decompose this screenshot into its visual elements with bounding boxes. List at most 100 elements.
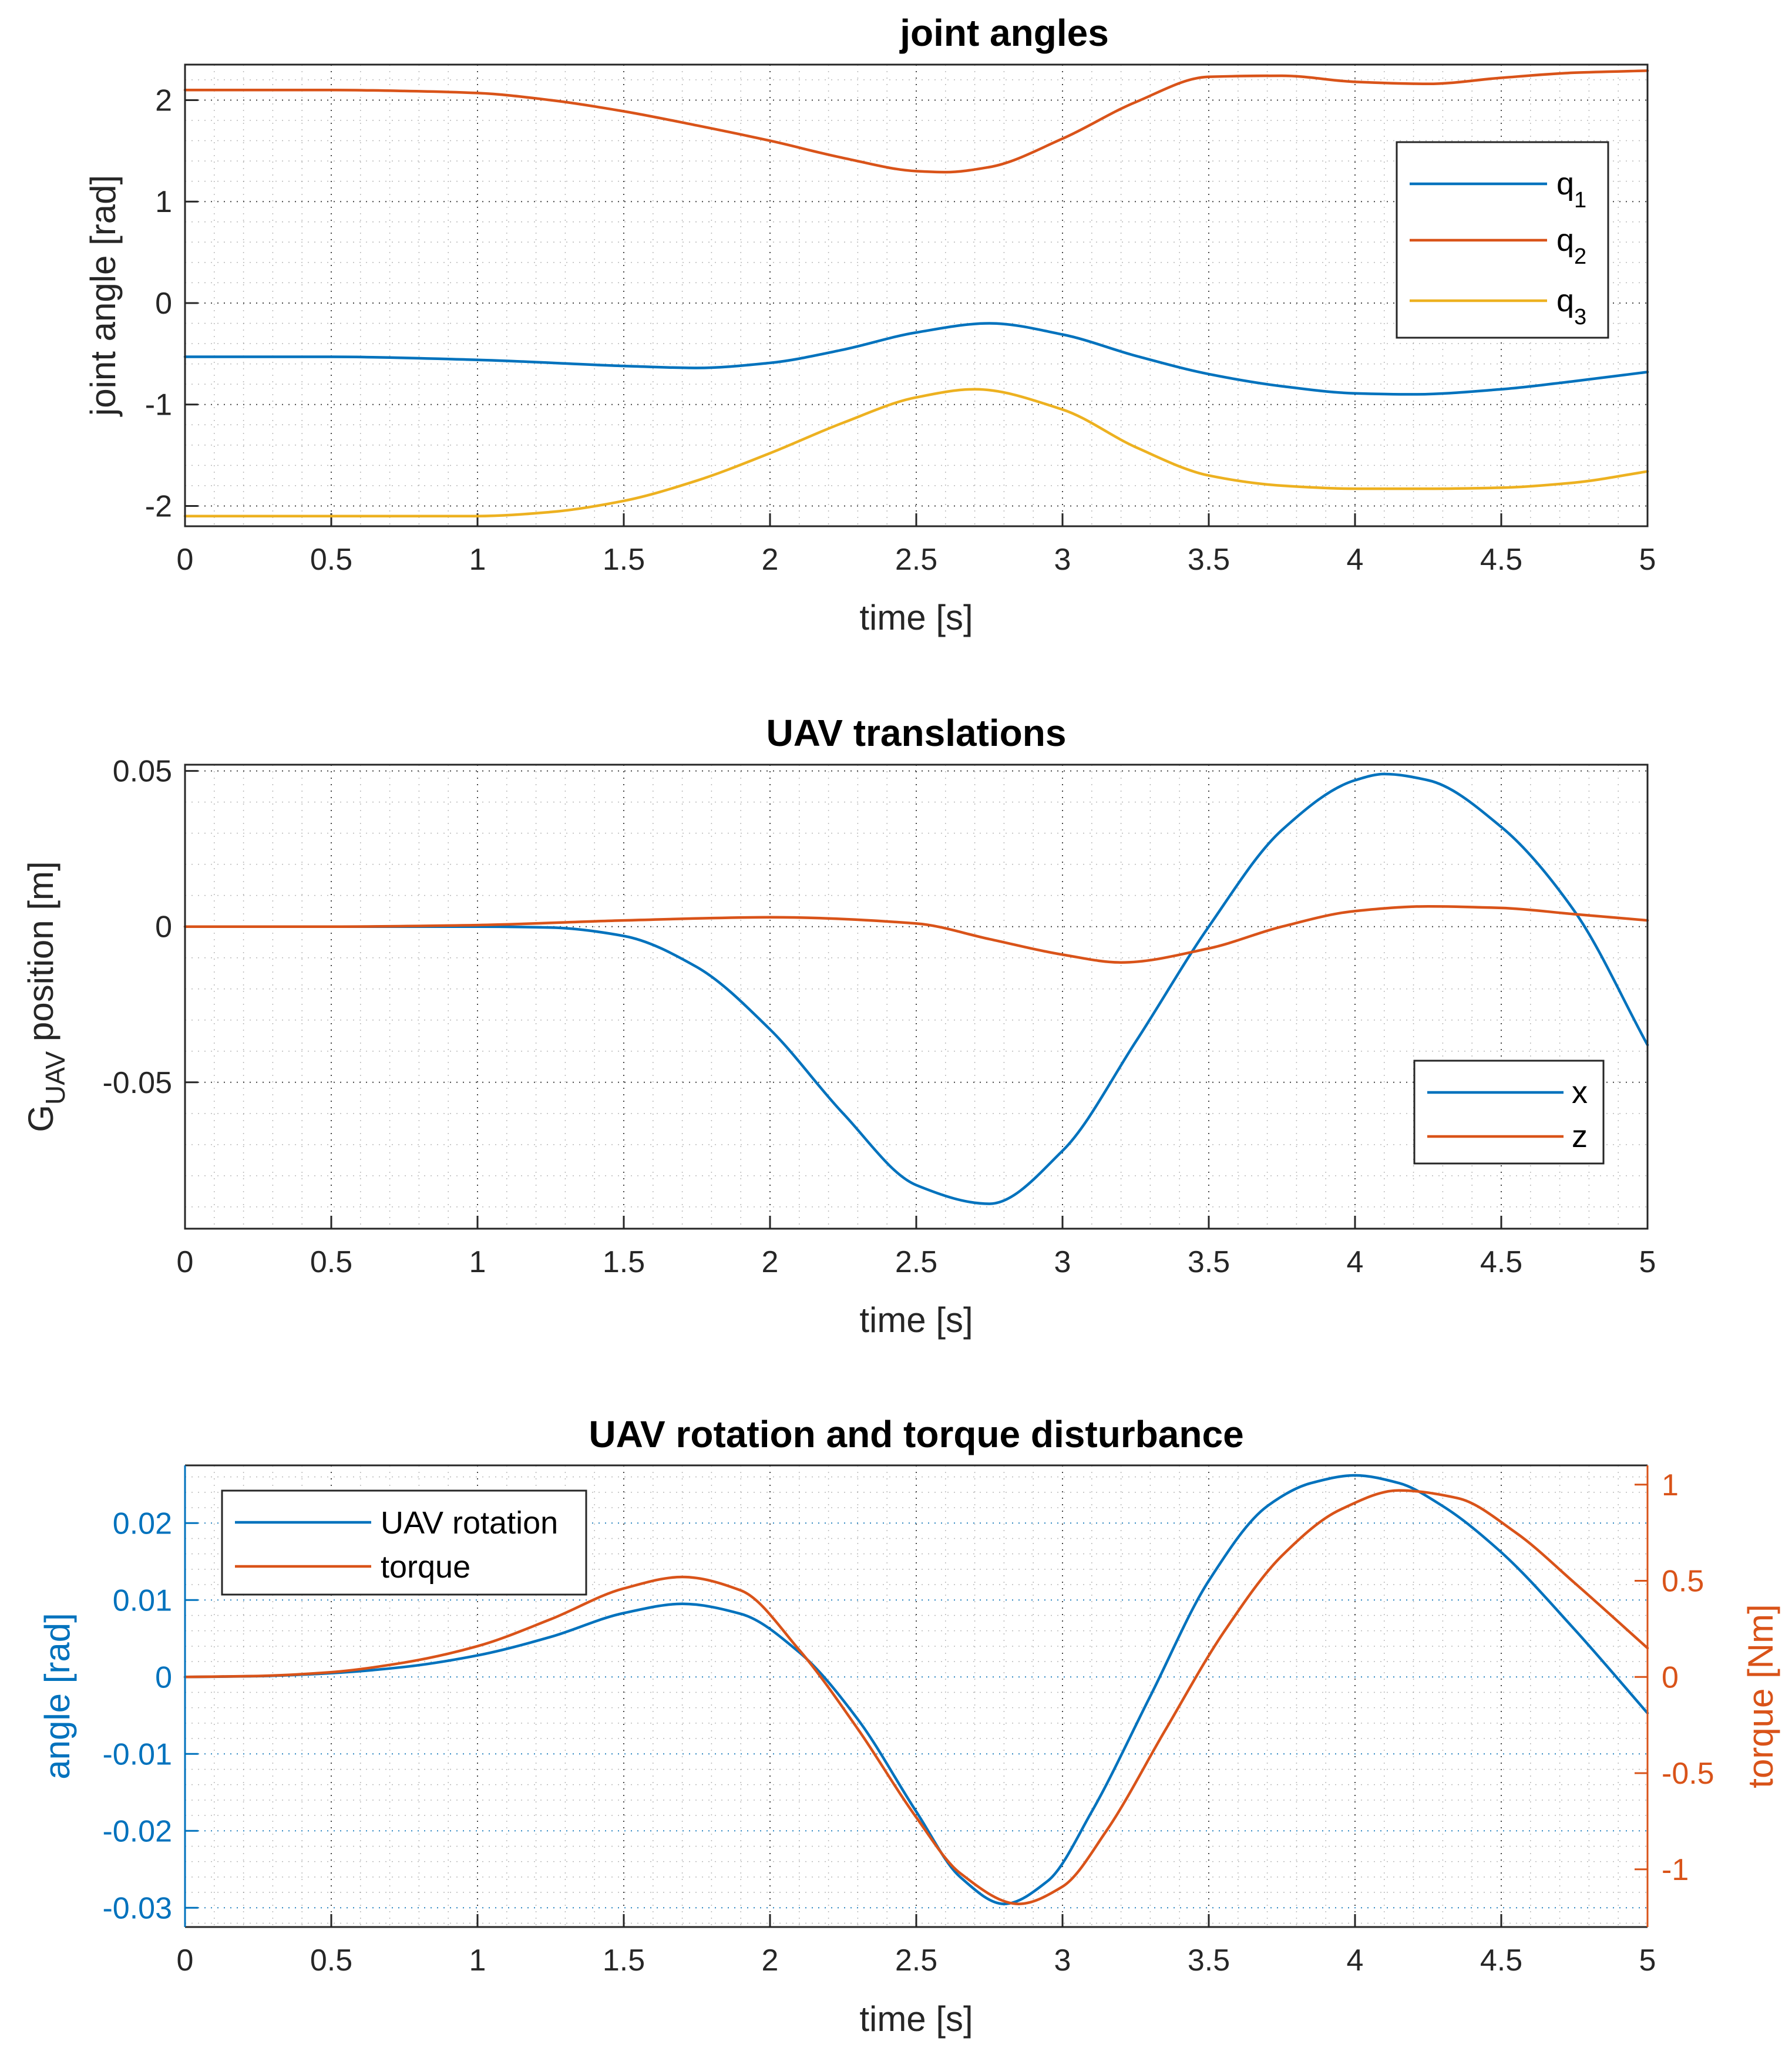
grid-lines (184, 65, 1649, 526)
series-line-q2 (183, 69, 1649, 174)
legend: x z (1413, 1060, 1605, 1165)
series-line-uav-rotation (183, 1474, 1649, 1905)
legend-label-q1-subscript: 1 (1574, 188, 1586, 213)
legend: UAV rotation torque (221, 1489, 587, 1596)
x-tick-label: 2 (762, 1943, 779, 1978)
series-line-x (183, 772, 1649, 1205)
legend-box (221, 1489, 587, 1596)
x-tick-label: 1 (469, 1943, 486, 1978)
y-tick-label: 0 (155, 910, 172, 944)
x-tick-label: 1 (469, 543, 486, 577)
y-axis-label: joint angle [rad] (83, 175, 123, 417)
x-axis-label: time [s] (859, 598, 973, 637)
y-tick-label: -1 (145, 388, 172, 422)
right-y-tick-label: 1 (1662, 1468, 1679, 1502)
joint-angles-subplot: joint angles 0 0.5 1 1.5 2 2.5 3 3.5 4 4.5 5 -2 -1 0… (83, 12, 1656, 637)
legend-label-z: z (1572, 1119, 1588, 1154)
right-y-tick-label: -1 (1662, 1853, 1689, 1887)
y-tick-label: -0.01 (102, 1737, 172, 1771)
x-tick-label: 2 (762, 1245, 779, 1279)
legend-label-uav-rotation: UAV rotation (381, 1505, 558, 1541)
uav-rotation-subplot: UAV rotation and torque disturbance 0 0.5… (38, 1413, 1780, 2039)
x-tick-label: 4 (1347, 1245, 1364, 1279)
x-tick-label: 3.5 (1188, 1943, 1230, 1978)
chart-title: joint angles (899, 12, 1109, 54)
x-tick-label: 1 (469, 1245, 486, 1279)
y-tick-label: 0 (155, 287, 172, 321)
right-y-tick-label: 0.5 (1662, 1565, 1704, 1599)
x-tick-label: 4.5 (1480, 1943, 1522, 1978)
y-tick-label: -0.05 (102, 1066, 172, 1100)
series-lines (183, 69, 1649, 517)
x-tick-label: 0 (177, 1943, 194, 1978)
x-tick-label: 3 (1054, 543, 1071, 577)
series-line-torque (183, 1489, 1649, 1905)
series-line-z (183, 904, 1649, 964)
right-y-axis-label: torque [Nm] (1741, 1604, 1780, 1788)
legend-label-q2-base: q (1556, 223, 1574, 258)
x-tick-label: 4 (1347, 1943, 1364, 1978)
legend-label-x: x (1572, 1075, 1588, 1110)
x-tick-label: 0.5 (310, 1245, 352, 1279)
series-line-q1 (183, 322, 1649, 396)
legend-label-q2-subscript: 2 (1574, 244, 1586, 269)
series-lines (183, 1474, 1649, 1905)
right-y-tick-labels: -1 -0.5 0 0.5 1 (1662, 1468, 1714, 1887)
x-tick-label: 0 (177, 1245, 194, 1279)
legend-label-q2: q2 (1556, 223, 1586, 269)
y-tick-labels: -0.05 0 0.05 (102, 755, 172, 1100)
left-y-axis-label: angle [rad] (38, 1613, 77, 1780)
chart-title: UAV rotation and torque disturbance (589, 1413, 1243, 1455)
x-axis-label: time [s] (859, 1300, 973, 1340)
x-tick-label: 2.5 (895, 1245, 937, 1279)
x-tick-label: 4.5 (1480, 543, 1522, 577)
right-y-tick-label: -0.5 (1662, 1757, 1714, 1791)
legend-label-q1: q1 (1556, 166, 1586, 213)
y-tick-label: -0.02 (102, 1814, 172, 1848)
x-tick-labels: 0 0.5 1 1.5 2 2.5 3 3.5 4 4.5 5 (177, 1943, 1656, 1978)
y-axis-label: GUAV position [m] (21, 861, 70, 1132)
y-tick-label: 1 (155, 185, 172, 219)
x-tick-label: 1.5 (603, 543, 645, 577)
x-tick-label: 0 (177, 543, 194, 577)
left-y-tick-labels: -0.03 -0.02 -0.01 0 0.01 0.02 (102, 1506, 172, 1925)
legend-label-q3-base: q (1556, 283, 1574, 318)
x-axis-label: time [s] (859, 1999, 973, 2039)
x-tick-label: 5 (1639, 543, 1656, 577)
legend-label-q3-subscript: 3 (1574, 305, 1586, 329)
right-y-tick-label: 0 (1662, 1660, 1679, 1694)
plot-area (185, 765, 1648, 1229)
axes-box (184, 764, 1649, 1230)
y-axis-label-subscript: UAV (40, 1051, 70, 1104)
x-tick-label: 5 (1639, 1943, 1656, 1978)
series-lines (183, 772, 1649, 1205)
x-tick-label: 3 (1054, 1943, 1071, 1978)
x-tick-label: 2 (762, 543, 779, 577)
y-tick-label: -0.03 (102, 1891, 172, 1925)
x-tick-label: 5 (1639, 1245, 1656, 1279)
x-tick-label: 4 (1347, 543, 1364, 577)
y-tick-label: -2 (145, 489, 172, 523)
y-axis-label-rest: position [m] (21, 861, 60, 1051)
legend-box (1413, 1060, 1605, 1165)
x-tick-label: 2.5 (895, 543, 937, 577)
x-tick-label: 1.5 (603, 1943, 645, 1978)
grid-lines (184, 765, 1649, 1229)
x-tick-label: 1.5 (603, 1245, 645, 1279)
x-tick-labels: 0 0.5 1 1.5 2 2.5 3 3.5 4 4.5 5 (177, 1245, 1656, 1279)
axes-box (184, 63, 1649, 527)
x-tick-label: 3.5 (1188, 1245, 1230, 1279)
y-tick-label: 0.01 (113, 1583, 172, 1617)
y-tick-label: 0 (155, 1660, 172, 1694)
y-tick-labels: -2 -1 0 1 2 (145, 83, 172, 523)
x-tick-label: 3.5 (1188, 543, 1230, 577)
legend-label-q3: q3 (1556, 283, 1586, 329)
x-tick-label: 0.5 (310, 543, 352, 577)
series-line-q3 (183, 388, 1649, 517)
legend-label-q1-base: q (1556, 166, 1574, 201)
x-tick-label: 2.5 (895, 1943, 937, 1978)
legend: q1 q2 q3 (1396, 141, 1609, 339)
x-tick-labels: 0 0.5 1 1.5 2 2.5 3 3.5 4 4.5 5 (177, 543, 1656, 577)
y-tick-label: 2 (155, 83, 172, 117)
